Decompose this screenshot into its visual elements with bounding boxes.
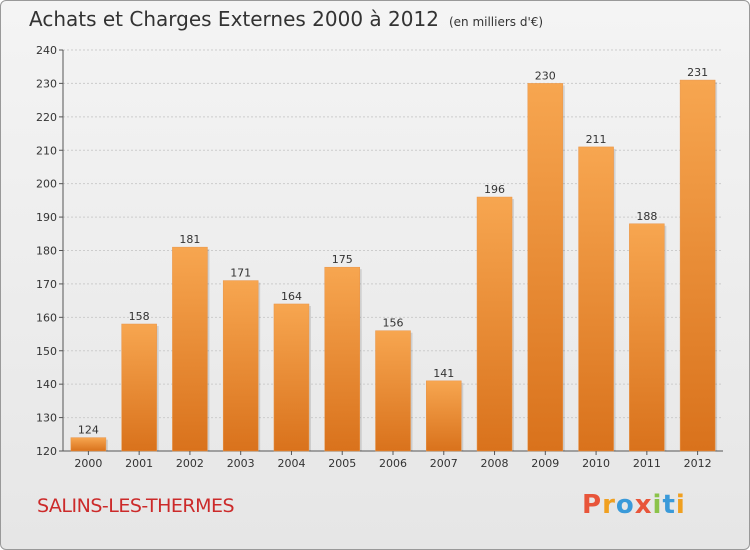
x-tick-label: 2009 bbox=[531, 457, 559, 470]
data-label: 124 bbox=[78, 424, 99, 437]
y-tick-label: 240 bbox=[36, 44, 57, 57]
data-label: 164 bbox=[281, 290, 302, 303]
data-label: 171 bbox=[230, 267, 251, 280]
bar bbox=[222, 280, 259, 452]
data-label: 231 bbox=[687, 66, 708, 79]
y-tick-label: 210 bbox=[36, 144, 57, 157]
y-tick-label: 200 bbox=[36, 178, 57, 191]
logo-letter: i bbox=[652, 490, 663, 520]
bar bbox=[578, 146, 614, 452]
x-tick-label: 2007 bbox=[430, 457, 458, 470]
logo-letter: i bbox=[675, 490, 686, 520]
data-label: 196 bbox=[484, 183, 505, 196]
y-tick-label: 220 bbox=[36, 111, 57, 124]
bar bbox=[172, 246, 208, 452]
x-tick-label: 2005 bbox=[328, 457, 356, 470]
logo-letter: P bbox=[582, 490, 603, 520]
data-label: 141 bbox=[433, 367, 454, 380]
data-label: 158 bbox=[129, 310, 150, 323]
location-label: SALINS-LES-THERMES bbox=[37, 495, 235, 517]
x-tick-label: 2010 bbox=[582, 457, 610, 470]
proxiti-logo: Proxiti bbox=[582, 490, 686, 520]
bar bbox=[324, 266, 360, 452]
bar bbox=[70, 437, 107, 452]
data-label: 188 bbox=[636, 210, 657, 223]
x-tick-label: 2003 bbox=[227, 457, 255, 470]
bar bbox=[121, 323, 157, 452]
x-tick-label: 2012 bbox=[684, 457, 712, 470]
bar bbox=[375, 330, 411, 452]
chart-title-text: Achats et Charges Externes 2000 à 2012 bbox=[29, 7, 439, 31]
y-tick-label: 150 bbox=[36, 345, 57, 358]
chart-title: Achats et Charges Externes 2000 à 2012 (e… bbox=[29, 7, 543, 31]
bar bbox=[476, 196, 513, 452]
data-label: 175 bbox=[332, 253, 353, 266]
bar bbox=[426, 380, 462, 452]
x-tick-label: 2006 bbox=[379, 457, 407, 470]
logo-letter: r bbox=[602, 490, 616, 520]
x-tick-label: 2000 bbox=[74, 457, 102, 470]
y-tick-label: 170 bbox=[36, 278, 57, 291]
y-tick-label: 160 bbox=[36, 311, 57, 324]
logo-letter: t bbox=[662, 490, 676, 520]
bar bbox=[629, 223, 665, 452]
bar bbox=[527, 83, 564, 452]
data-label: 181 bbox=[179, 233, 200, 246]
x-tick-label: 2004 bbox=[277, 457, 305, 470]
data-label: 211 bbox=[586, 133, 607, 146]
y-tick-label: 230 bbox=[36, 77, 57, 90]
data-label: 156 bbox=[383, 317, 404, 330]
y-tick-label: 130 bbox=[36, 412, 57, 425]
x-tick-label: 2002 bbox=[176, 457, 204, 470]
logo-letter: o bbox=[615, 490, 635, 520]
x-tick-label: 2001 bbox=[125, 457, 153, 470]
y-tick-label: 190 bbox=[36, 211, 57, 224]
bar bbox=[273, 303, 310, 452]
data-label: 230 bbox=[535, 69, 556, 82]
x-tick-label: 2008 bbox=[481, 457, 509, 470]
chart-subtitle: (en milliers d'€) bbox=[448, 15, 544, 29]
y-tick-label: 180 bbox=[36, 245, 57, 258]
y-tick-label: 120 bbox=[36, 445, 57, 458]
x-tick-label: 2011 bbox=[633, 457, 661, 470]
logo-letter: x bbox=[634, 490, 653, 520]
y-tick-label: 140 bbox=[36, 378, 57, 391]
bar bbox=[679, 79, 716, 452]
